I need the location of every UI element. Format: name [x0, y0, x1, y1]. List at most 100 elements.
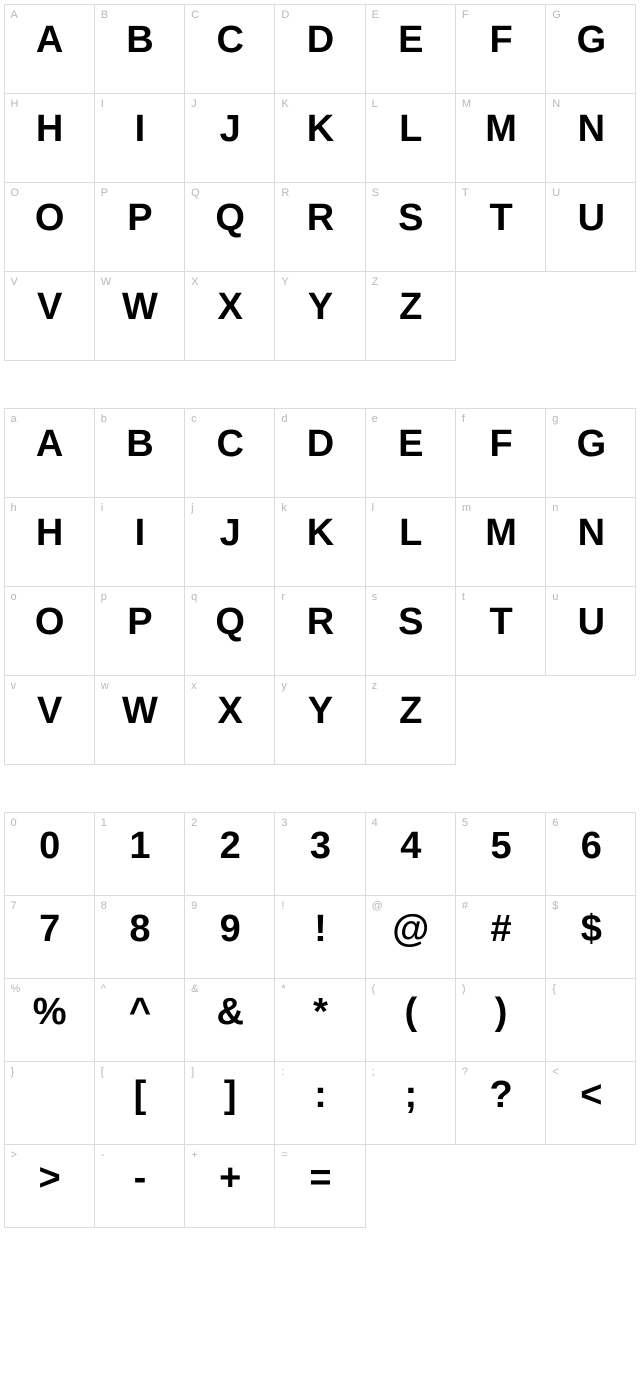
- glyph-cell[interactable]: wW: [94, 675, 185, 765]
- glyph-cell[interactable]: NN: [545, 93, 636, 183]
- glyph-cell[interactable]: DD: [274, 4, 365, 94]
- glyph-cell[interactable]: ]]: [184, 1061, 275, 1145]
- glyph-cell[interactable]: rR: [274, 586, 365, 676]
- glyph-cell[interactable]: mM: [455, 497, 546, 587]
- glyph-char: W: [122, 690, 157, 733]
- glyph-cell[interactable]: --: [94, 1144, 185, 1228]
- empty-cell: [455, 1144, 546, 1228]
- glyph-cell[interactable]: XX: [184, 271, 275, 361]
- glyph-cell[interactable]: ::: [274, 1061, 365, 1145]
- glyph-cell[interactable]: II: [94, 93, 185, 183]
- glyph-cell[interactable]: aA: [4, 408, 95, 498]
- glyph-cell[interactable]: ##: [455, 895, 546, 979]
- glyph-cell[interactable]: RR: [274, 182, 365, 272]
- glyph-label: l: [372, 502, 374, 514]
- glyph-cell[interactable]: ==: [274, 1144, 365, 1228]
- glyph-cell[interactable]: yY: [274, 675, 365, 765]
- glyph-cell[interactable]: )): [455, 978, 546, 1062]
- glyph-cell[interactable]: [[: [94, 1061, 185, 1145]
- glyph-cell[interactable]: TT: [455, 182, 546, 272]
- glyph-cell[interactable]: tT: [455, 586, 546, 676]
- glyph-cell[interactable]: FF: [455, 4, 546, 94]
- glyph-cell[interactable]: CC: [184, 4, 275, 94]
- glyph-cell[interactable]: 88: [94, 895, 185, 979]
- glyph-cell[interactable]: dD: [274, 408, 365, 498]
- glyph-char: P: [127, 197, 151, 240]
- glyph-cell[interactable]: hH: [4, 497, 95, 587]
- glyph-cell[interactable]: @@: [365, 895, 456, 979]
- glyph-cell[interactable]: 00: [4, 812, 95, 896]
- glyph-cell[interactable]: eE: [365, 408, 456, 498]
- glyph-label: E: [372, 9, 379, 21]
- glyph-cell[interactable]: $$: [545, 895, 636, 979]
- glyph-cell[interactable]: 33: [274, 812, 365, 896]
- glyph-char: X: [218, 690, 242, 733]
- glyph-cell[interactable]: EE: [365, 4, 456, 94]
- glyph-cell[interactable]: MM: [455, 93, 546, 183]
- section-uppercase: AABBCCDDEEFFGGHHIIJJKKLLMMNNOOPPQQRRSSTT…: [4, 4, 636, 360]
- glyph-cell[interactable]: 66: [545, 812, 636, 896]
- glyph-cell[interactable]: QQ: [184, 182, 275, 272]
- glyph-cell[interactable]: KK: [274, 93, 365, 183]
- glyph-cell[interactable]: lL: [365, 497, 456, 587]
- glyph-label: P: [101, 187, 108, 199]
- glyph-label: e: [372, 413, 378, 425]
- glyph-char: R: [307, 601, 333, 644]
- glyph-cell[interactable]: gG: [545, 408, 636, 498]
- glyph-cell[interactable]: OO: [4, 182, 95, 272]
- glyph-cell[interactable]: 77: [4, 895, 95, 979]
- glyph-cell[interactable]: PP: [94, 182, 185, 272]
- glyph-cell[interactable]: kK: [274, 497, 365, 587]
- glyph-cell[interactable]: xX: [184, 675, 275, 765]
- glyph-cell[interactable]: YY: [274, 271, 365, 361]
- glyph-cell[interactable]: ZZ: [365, 271, 456, 361]
- glyph-cell[interactable]: nN: [545, 497, 636, 587]
- glyph-cell[interactable]: iI: [94, 497, 185, 587]
- glyph-cell[interactable]: ((: [365, 978, 456, 1062]
- glyph-cell[interactable]: JJ: [184, 93, 275, 183]
- glyph-label: !: [281, 900, 284, 912]
- glyph-cell[interactable]: {: [545, 978, 636, 1062]
- glyph-cell[interactable]: WW: [94, 271, 185, 361]
- glyph-cell[interactable]: cC: [184, 408, 275, 498]
- glyph-cell[interactable]: }: [4, 1061, 95, 1145]
- glyph-cell[interactable]: fF: [455, 408, 546, 498]
- empty-cell: [365, 1144, 456, 1228]
- glyph-cell[interactable]: ^^: [94, 978, 185, 1062]
- glyph-label: f: [462, 413, 465, 425]
- glyph-cell[interactable]: 55: [455, 812, 546, 896]
- glyph-cell[interactable]: UU: [545, 182, 636, 272]
- glyph-cell[interactable]: zZ: [365, 675, 456, 765]
- glyph-cell[interactable]: 22: [184, 812, 275, 896]
- glyph-cell[interactable]: VV: [4, 271, 95, 361]
- glyph-cell[interactable]: ;;: [365, 1061, 456, 1145]
- glyph-cell[interactable]: ??: [455, 1061, 546, 1145]
- glyph-cell[interactable]: LL: [365, 93, 456, 183]
- glyph-cell[interactable]: BB: [94, 4, 185, 94]
- glyph-cell[interactable]: 11: [94, 812, 185, 896]
- glyph-cell[interactable]: jJ: [184, 497, 275, 587]
- glyph-cell[interactable]: AA: [4, 4, 95, 94]
- glyph-cell[interactable]: 99: [184, 895, 275, 979]
- glyph-cell[interactable]: uU: [545, 586, 636, 676]
- glyph-cell[interactable]: <<: [545, 1061, 636, 1145]
- glyph-cell[interactable]: 44: [365, 812, 456, 896]
- glyph-cell[interactable]: **: [274, 978, 365, 1062]
- glyph-cell[interactable]: %%: [4, 978, 95, 1062]
- glyph-cell[interactable]: HH: [4, 93, 95, 183]
- glyph-cell[interactable]: &&: [184, 978, 275, 1062]
- glyph-cell[interactable]: pP: [94, 586, 185, 676]
- glyph-cell[interactable]: !!: [274, 895, 365, 979]
- glyph-label: b: [101, 413, 107, 425]
- glyph-cell[interactable]: vV: [4, 675, 95, 765]
- glyph-cell[interactable]: oO: [4, 586, 95, 676]
- glyph-label: ;: [372, 1066, 375, 1078]
- glyph-cell[interactable]: ++: [184, 1144, 275, 1228]
- glyph-cell[interactable]: GG: [545, 4, 636, 94]
- glyph-cell[interactable]: qQ: [184, 586, 275, 676]
- glyph-cell[interactable]: SS: [365, 182, 456, 272]
- glyph-cell[interactable]: >>: [4, 1144, 95, 1228]
- glyph-cell[interactable]: bB: [94, 408, 185, 498]
- glyph-label: I: [101, 98, 104, 110]
- glyph-cell[interactable]: sS: [365, 586, 456, 676]
